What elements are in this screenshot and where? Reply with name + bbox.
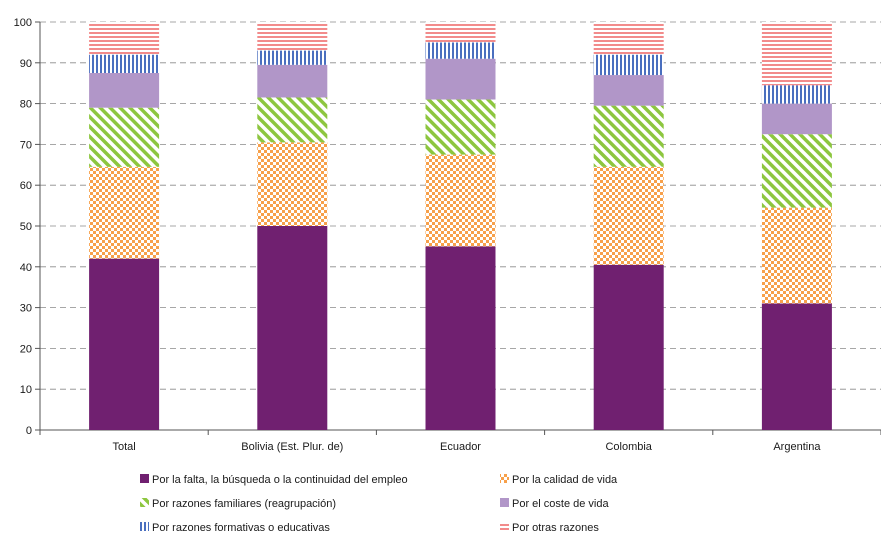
bar-segment	[761, 134, 832, 208]
bar-segment	[761, 303, 832, 430]
bar-segment	[761, 103, 832, 135]
y-tick-label: 50	[20, 221, 32, 233]
bar-segment	[593, 264, 664, 430]
y-tick-label: 70	[20, 139, 32, 151]
legend-swatch	[140, 498, 149, 507]
bar-segment	[257, 22, 328, 51]
legend: Por la falta, la búsqueda o la continuid…	[140, 474, 618, 534]
bar-segment	[89, 166, 160, 259]
bar-segment	[425, 99, 496, 155]
x-tick-label: Total	[112, 441, 135, 453]
y-tick-label: 20	[20, 343, 32, 355]
y-tick-label: 90	[20, 58, 32, 70]
bar-segment	[593, 54, 664, 76]
bar-segment	[593, 75, 664, 106]
x-tick-label: Bolivia (Est. Plur. de)	[241, 441, 343, 453]
y-tick-label: 0	[26, 425, 32, 437]
bar-segment	[761, 85, 832, 104]
legend-label: Por la falta, la búsqueda o la continuid…	[152, 474, 408, 486]
legend-swatch	[500, 474, 509, 483]
bar-segment	[593, 22, 664, 55]
bar-segment	[761, 22, 832, 86]
bar-segment	[593, 166, 664, 265]
bar-segment	[761, 207, 832, 304]
legend-swatch	[500, 498, 509, 507]
y-tick-label: 10	[20, 384, 32, 396]
bar-segment	[89, 258, 160, 430]
y-tick-label: 60	[20, 180, 32, 192]
bar-segment	[425, 154, 496, 247]
bar-segment	[89, 54, 160, 73]
bar-segment	[89, 73, 160, 108]
bar-segment	[257, 64, 328, 98]
x-tick-label: Colombia	[605, 441, 652, 453]
axes: 0 10 20 30 40 50 60 70 80 90 100 Total Bolivia (Est.…	[14, 17, 881, 453]
x-tick-label: Ecuador	[440, 441, 481, 453]
y-tick-label: 80	[20, 99, 32, 111]
legend-swatch	[500, 522, 509, 531]
bar-segment	[425, 58, 496, 100]
bars	[89, 22, 832, 430]
legend-label: Por la calidad de vida	[512, 474, 618, 486]
bar-segment	[593, 105, 664, 167]
legend-label: Por razones formativas o educativas	[152, 522, 330, 534]
bar-segment	[89, 107, 160, 167]
legend-label: Por razones familiares (reagrupación)	[152, 498, 336, 510]
x-tick-label: Argentina	[773, 441, 821, 453]
bar-segment	[425, 246, 496, 430]
bar-segment	[89, 22, 160, 55]
legend-swatch	[140, 474, 149, 483]
bar-segment	[425, 22, 496, 43]
y-tick-label: 100	[14, 17, 32, 29]
bar-segment	[257, 50, 328, 65]
legend-swatch	[140, 522, 149, 531]
y-tick-label: 40	[20, 262, 32, 274]
legend-label: Por el coste de vida	[512, 498, 609, 510]
legend-label: Por otras razones	[512, 522, 599, 534]
y-tick-label: 30	[20, 303, 32, 315]
bar-segment	[257, 226, 328, 430]
bar-segment	[257, 97, 328, 143]
bar-segment	[425, 42, 496, 59]
bar-segment	[257, 142, 328, 226]
